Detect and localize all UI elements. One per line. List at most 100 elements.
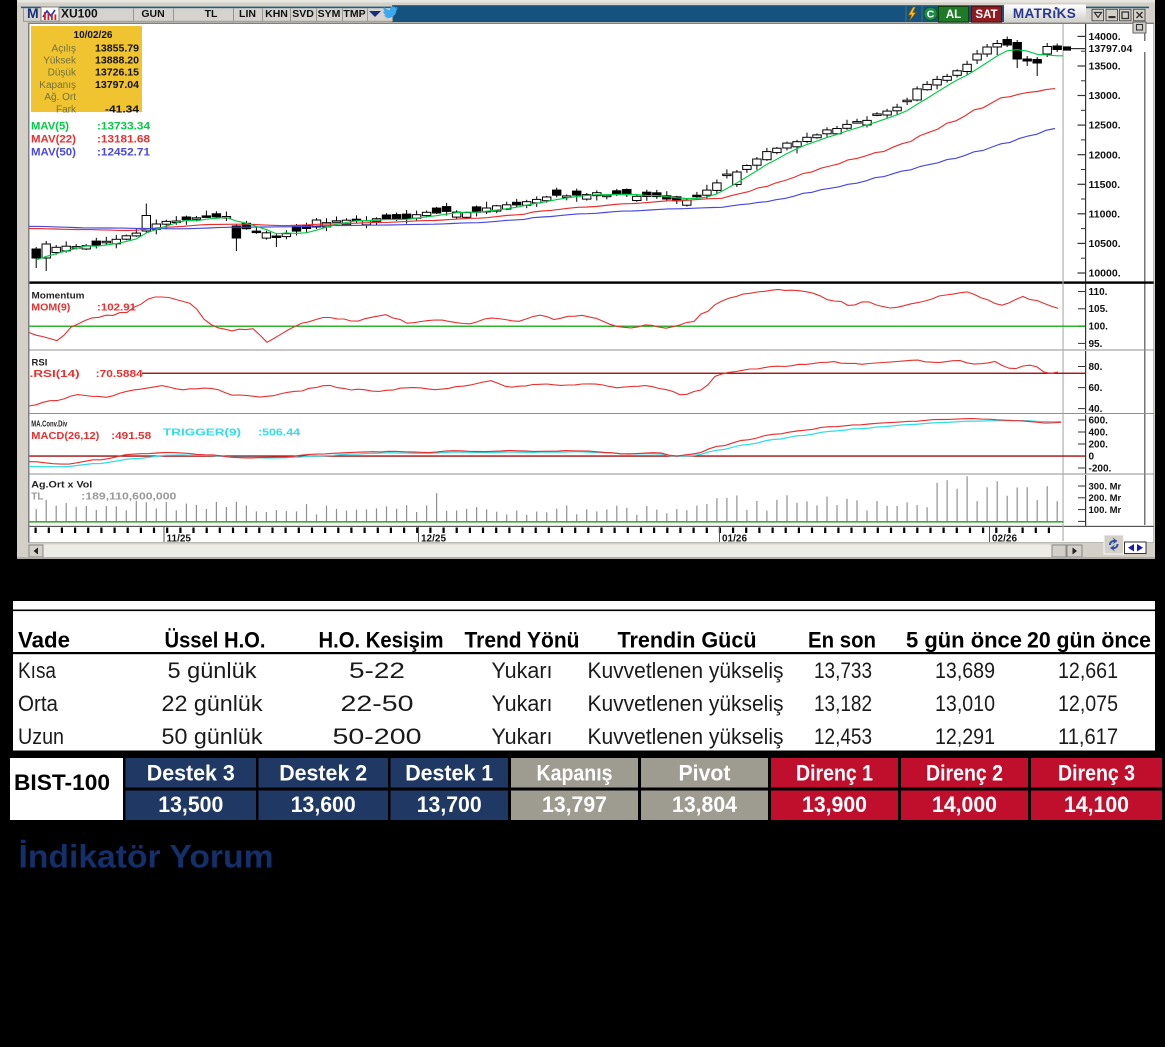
svg-text::12452.71: :12452.71 [97, 147, 150, 159]
svg-text:Trend Yönü: Trend Yönü [465, 628, 580, 653]
svg-text:MAV(5): MAV(5) [31, 121, 69, 133]
svg-text:5 gün önce: 5 gün önce [906, 628, 1022, 653]
svg-text:400.: 400. [1089, 427, 1109, 438]
svg-text:Ag.Ort x Vol: Ag.Ort x Vol [31, 480, 92, 491]
svg-text:BIST-100: BIST-100 [14, 770, 110, 795]
svg-text:Destek 2: Destek 2 [279, 761, 367, 786]
svg-text:13888.20: 13888.20 [95, 56, 139, 67]
svg-text::13181.68: :13181.68 [97, 134, 150, 146]
svg-text:22 günlük: 22 günlük [162, 691, 264, 716]
svg-text:100. Mr: 100. Mr [1089, 505, 1122, 516]
svg-text:Yukarı: Yukarı [492, 724, 553, 749]
svg-text:20 gün önce: 20 gün önce [1027, 628, 1151, 653]
svg-text:02/26: 02/26 [992, 534, 1017, 545]
svg-text:XU100: XU100 [61, 7, 98, 21]
svg-text:En son: En son [808, 628, 876, 653]
svg-text:Momentum: Momentum [32, 291, 85, 302]
svg-text:12500.: 12500. [1089, 120, 1121, 132]
svg-text:MACD(26,12): MACD(26,12) [31, 430, 99, 442]
svg-text:Destek 3: Destek 3 [147, 761, 235, 786]
svg-text::506.44: :506.44 [258, 427, 300, 439]
svg-text:Açılış: Açılış [52, 43, 76, 54]
svg-text:MAV(22): MAV(22) [31, 134, 76, 146]
svg-text:SAT: SAT [975, 9, 997, 21]
svg-text:95.: 95. [1089, 339, 1103, 350]
svg-text:Yüksek: Yüksek [43, 56, 77, 67]
svg-text:Üssel H.O.: Üssel H.O. [165, 628, 266, 653]
svg-text:01/26: 01/26 [722, 534, 747, 545]
svg-text:Orta: Orta [18, 691, 59, 716]
svg-text:300. Mr: 300. Mr [1089, 481, 1122, 492]
svg-text:SYM: SYM [318, 8, 341, 20]
svg-text:AL: AL [946, 9, 961, 21]
svg-text:TMP: TMP [343, 8, 365, 20]
svg-text:Destek 1: Destek 1 [405, 761, 493, 786]
svg-text:Trendin Gücü: Trendin Gücü [618, 628, 757, 653]
svg-text:100.: 100. [1089, 322, 1109, 333]
svg-text:-200.: -200. [1089, 463, 1112, 474]
svg-text:Kapanış: Kapanış [39, 80, 76, 91]
svg-text:13,182: 13,182 [814, 691, 872, 716]
svg-text:13,804: 13,804 [672, 792, 738, 817]
svg-text:13,010: 13,010 [935, 691, 995, 716]
svg-text::102.91: :102.91 [97, 302, 136, 314]
svg-text:12/25: 12/25 [421, 534, 446, 545]
svg-text:Direnç 1: Direnç 1 [796, 761, 873, 786]
svg-text:40.: 40. [1089, 404, 1103, 415]
svg-text:13000.: 13000. [1089, 90, 1121, 102]
svg-text:10500.: 10500. [1089, 238, 1121, 250]
svg-text:Direnç 3: Direnç 3 [1058, 761, 1135, 786]
svg-text:TL: TL [205, 8, 218, 20]
svg-text::70.5884: :70.5884 [96, 368, 143, 380]
svg-text:Pivot: Pivot [679, 761, 732, 786]
svg-text:Yukarı: Yukarı [492, 691, 553, 716]
svg-text:Vade: Vade [18, 628, 70, 653]
svg-text:Kısa: Kısa [18, 658, 57, 683]
svg-text:Yukarı: Yukarı [492, 658, 553, 683]
svg-text:14000.: 14000. [1089, 31, 1121, 43]
svg-text:MATRıKS: MATRıKS [1013, 6, 1076, 21]
svg-text:RSI: RSI [32, 358, 48, 369]
svg-text:M: M [27, 5, 39, 21]
svg-text:MOM(9): MOM(9) [31, 302, 70, 314]
svg-text:11/25: 11/25 [167, 534, 192, 545]
svg-text:11000.: 11000. [1089, 208, 1121, 220]
svg-text:14,100: 14,100 [1064, 792, 1129, 817]
svg-text:12,453: 12,453 [814, 724, 872, 749]
svg-text:TRIGGER(9): TRIGGER(9) [163, 427, 241, 439]
svg-text:Kuvvetlenen yükseliş: Kuvvetlenen yükseliş [588, 691, 784, 716]
svg-text:Kuvvetlenen yükseliş: Kuvvetlenen yükseliş [588, 658, 784, 683]
svg-text:Ağ. Ort: Ağ. Ort [44, 92, 76, 103]
svg-text:13,600: 13,600 [291, 792, 356, 817]
svg-text:TL: TL [31, 492, 43, 503]
svg-text:13,500: 13,500 [158, 792, 223, 817]
svg-text:13,797: 13,797 [542, 792, 607, 817]
svg-text:10000.: 10000. [1089, 268, 1121, 280]
svg-text:5 günlük: 5 günlük [168, 658, 258, 683]
svg-text::189,110,600,000: :189,110,600,000 [81, 492, 177, 503]
svg-text:600.: 600. [1089, 415, 1109, 426]
svg-text:11500.: 11500. [1089, 179, 1121, 191]
svg-text:105.: 105. [1089, 304, 1109, 315]
svg-text:Kuvvetlenen yükseliş: Kuvvetlenen yükseliş [588, 724, 784, 749]
svg-text:13,900: 13,900 [802, 792, 867, 817]
svg-text:110.: 110. [1089, 287, 1108, 298]
svg-text:12,661: 12,661 [1058, 658, 1118, 683]
svg-text:13,689: 13,689 [935, 658, 995, 683]
svg-text:13,700: 13,700 [417, 792, 482, 817]
svg-text:SVD: SVD [292, 8, 314, 20]
svg-text:13797.04: 13797.04 [1089, 43, 1133, 55]
svg-text:200.: 200. [1089, 439, 1109, 450]
svg-text:İndikatör Yorum: İndikatör Yorum [19, 839, 274, 875]
svg-text:13797.04: 13797.04 [95, 80, 139, 91]
svg-text:0: 0 [1089, 451, 1095, 462]
svg-text:13,733: 13,733 [814, 658, 872, 683]
svg-text::491.58: :491.58 [111, 430, 151, 442]
svg-text:Fark: Fark [56, 104, 77, 115]
svg-text:-41.34: -41.34 [105, 104, 140, 115]
svg-text:12,075: 12,075 [1058, 691, 1118, 716]
svg-text:10/02/26: 10/02/26 [74, 30, 113, 41]
svg-text:50 günlük: 50 günlük [162, 724, 264, 749]
svg-text:Direnç 2: Direnç 2 [926, 761, 1003, 786]
svg-text:Kapanış: Kapanış [537, 761, 613, 786]
